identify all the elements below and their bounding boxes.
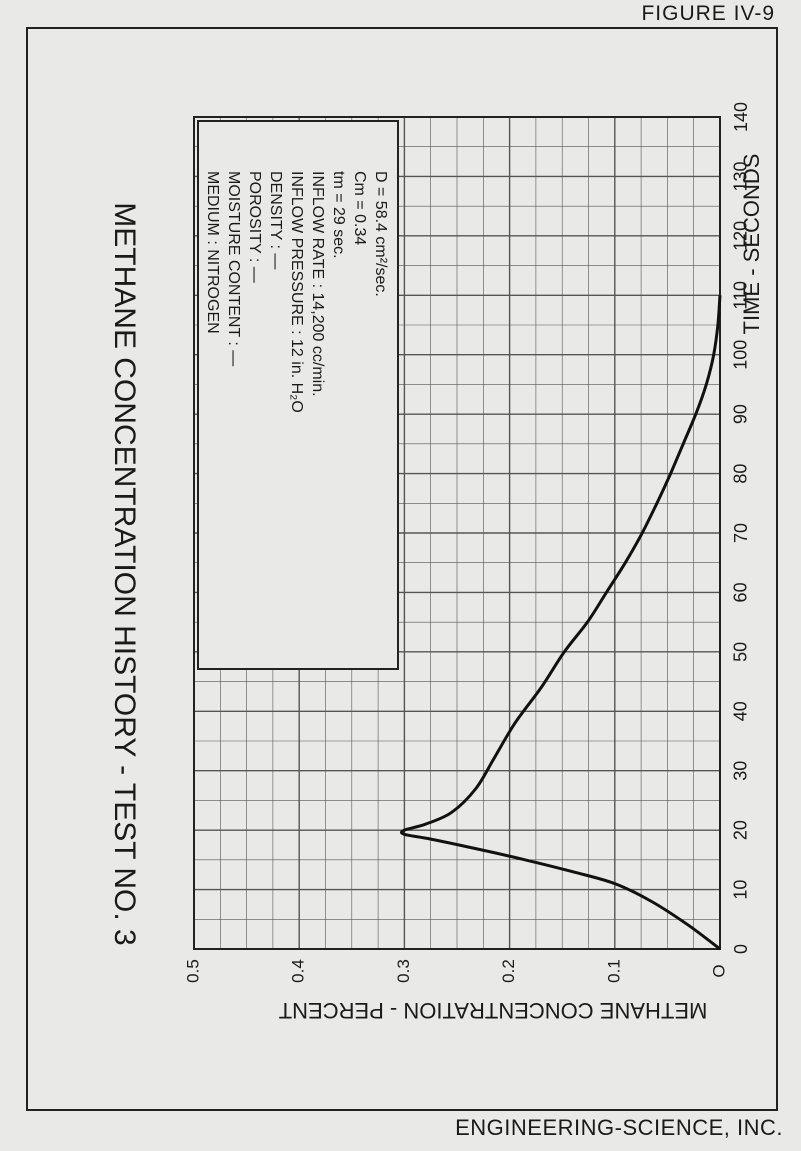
x-tick-label: 70 xyxy=(731,523,751,543)
legend-item: DENSITY : — xyxy=(267,171,284,269)
x-tick-label: 10 xyxy=(731,880,751,900)
figure-label: FIGURE IV-9 xyxy=(641,2,775,25)
legend-box xyxy=(197,120,399,670)
legend-item: POROSITY : — xyxy=(246,171,263,283)
legend-item: MOISTURE CONTENT : — xyxy=(225,171,242,366)
x-tick-label: 110 xyxy=(731,281,751,310)
x-tick-label: 50 xyxy=(731,642,751,662)
chart-title: METHANE CONCENTRATION HISTORY - TEST NO.… xyxy=(108,202,141,945)
plot-border xyxy=(193,116,721,950)
x-tick-label: 130 xyxy=(731,161,751,191)
company-name: ENGINEERING-SCIENCE, INC. xyxy=(455,1115,783,1140)
legend-item: Cm = 0.34 xyxy=(351,171,368,245)
legend-item: D = 58.4 cm²/sec. xyxy=(372,171,389,297)
series-line xyxy=(399,295,722,951)
legend-item: INFLOW RATE : 14,200 cc/min. xyxy=(309,171,326,397)
x-tick-label: 80 xyxy=(731,464,751,484)
y-tick-label: 0.5 xyxy=(183,959,202,983)
y-tick-label: 0.1 xyxy=(604,959,623,983)
y-tick-label: 0.2 xyxy=(499,959,518,983)
y-tick-label: 0.3 xyxy=(394,959,413,983)
x-tick-label: 120 xyxy=(731,221,751,251)
methane-chart: 0 10 20 30 40 50 60 70 80 90 100 110 120 130 140 O 0.1 0.… xyxy=(108,102,764,1024)
series-curve xyxy=(399,295,722,951)
x-axis-label: TIME - SECONDS xyxy=(739,154,764,335)
legend-item: INFLOW PRESSURE : 12 in. H₂O xyxy=(288,171,305,413)
x-tick-label: 20 xyxy=(731,820,751,840)
x-tick-label: 90 xyxy=(731,404,751,424)
x-tick-label: 40 xyxy=(731,701,751,721)
x-tick-label: 140 xyxy=(731,102,751,132)
figure-frame: 0 10 20 30 40 50 60 70 80 90 100 110 120 130 140 O 0.1 0.… xyxy=(26,27,778,1111)
x-tick-label: 60 xyxy=(731,582,751,602)
y-tick-label: 0.4 xyxy=(289,959,308,983)
y-tick-label: O xyxy=(709,964,728,977)
x-tick-label: 30 xyxy=(731,761,751,781)
legend-item: MEDIUM : NITROGEN xyxy=(204,171,221,334)
tick-labels: 0 10 20 30 40 50 60 70 80 90 100 110 120 130 140 O 0.1 0.… xyxy=(183,102,750,983)
y-axis-label: METHANE CONCENTRATION - PERCENT xyxy=(279,998,708,1023)
axis-labels: METHANE CONCENTRATION HISTORY - TEST NO.… xyxy=(108,154,764,1024)
legend-item: tm = 29 sec. xyxy=(330,171,347,259)
x-tick-label: 0 xyxy=(731,944,751,954)
x-tick-label: 100 xyxy=(731,340,751,370)
